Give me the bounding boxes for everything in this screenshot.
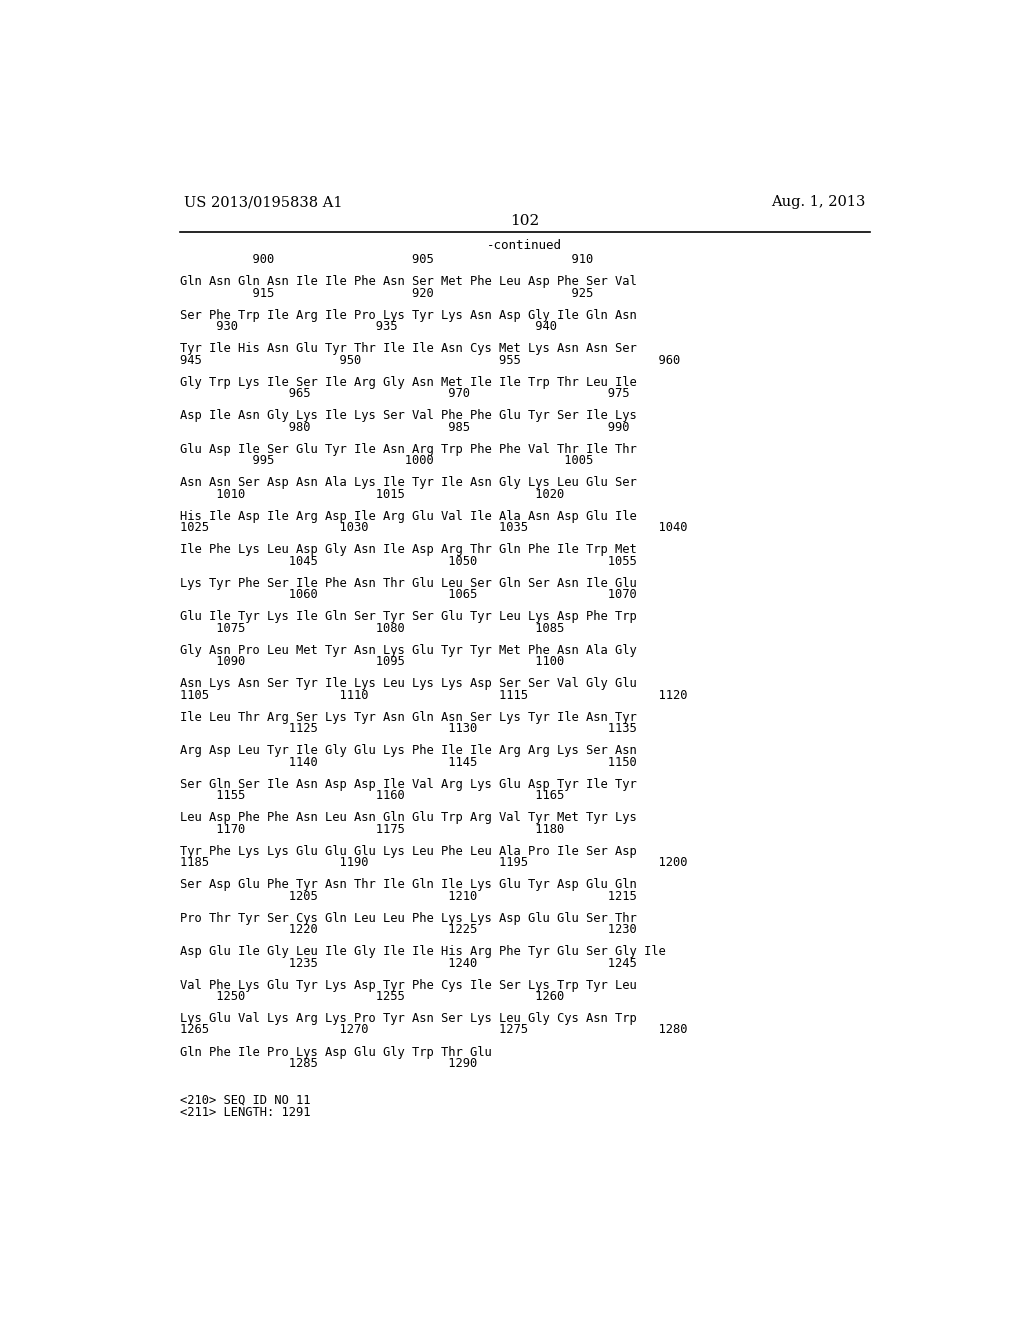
Text: Ser Asp Glu Phe Tyr Asn Thr Ile Gln Ile Lys Glu Tyr Asp Glu Gln: Ser Asp Glu Phe Tyr Asn Thr Ile Gln Ile … [180, 878, 637, 891]
Text: Aug. 1, 2013: Aug. 1, 2013 [771, 195, 866, 210]
Text: Asp Glu Ile Gly Leu Ile Gly Ile Ile His Arg Phe Tyr Glu Ser Gly Ile: Asp Glu Ile Gly Leu Ile Gly Ile Ile His … [180, 945, 666, 958]
Text: Gly Trp Lys Ile Ser Ile Arg Gly Asn Met Ile Ile Trp Thr Leu Ile: Gly Trp Lys Ile Ser Ile Arg Gly Asn Met … [180, 376, 637, 389]
Text: Tyr Ile His Asn Glu Tyr Thr Ile Ile Asn Cys Met Lys Asn Asn Ser: Tyr Ile His Asn Glu Tyr Thr Ile Ile Asn … [180, 342, 637, 355]
Text: Lys Tyr Phe Ser Ile Phe Asn Thr Glu Leu Ser Gln Ser Asn Ile Glu: Lys Tyr Phe Ser Ile Phe Asn Thr Glu Leu … [180, 577, 637, 590]
Text: Glu Asp Ile Ser Glu Tyr Ile Asn Arg Trp Phe Phe Val Thr Ile Thr: Glu Asp Ile Ser Glu Tyr Ile Asn Arg Trp … [180, 444, 637, 455]
Text: 1265                  1270                  1275                  1280: 1265 1270 1275 1280 [180, 1023, 687, 1036]
Text: 1170                  1175                  1180: 1170 1175 1180 [180, 822, 564, 836]
Text: 1125                  1130                  1135: 1125 1130 1135 [180, 722, 637, 735]
Text: 1220                  1225                  1230: 1220 1225 1230 [180, 923, 637, 936]
Text: 1235                  1240                  1245: 1235 1240 1245 [180, 957, 637, 969]
Text: 965                   970                   975: 965 970 975 [180, 387, 630, 400]
Text: 915                   920                   925: 915 920 925 [180, 286, 593, 300]
Text: 1155                  1160                  1165: 1155 1160 1165 [180, 789, 564, 803]
Text: 1090                  1095                  1100: 1090 1095 1100 [180, 655, 564, 668]
Text: Gly Asn Pro Leu Met Tyr Asn Lys Glu Tyr Tyr Met Phe Asn Ala Gly: Gly Asn Pro Leu Met Tyr Asn Lys Glu Tyr … [180, 644, 637, 657]
Text: <211> LENGTH: 1291: <211> LENGTH: 1291 [180, 1106, 310, 1118]
Text: 995                  1000                  1005: 995 1000 1005 [180, 454, 593, 467]
Text: <210> SEQ ID NO 11: <210> SEQ ID NO 11 [180, 1094, 310, 1107]
Text: Ile Phe Lys Leu Asp Gly Asn Ile Asp Arg Thr Gln Phe Ile Trp Met: Ile Phe Lys Leu Asp Gly Asn Ile Asp Arg … [180, 544, 637, 557]
Text: Asp Ile Asn Gly Lys Ile Lys Ser Val Phe Phe Glu Tyr Ser Ile Lys: Asp Ile Asn Gly Lys Ile Lys Ser Val Phe … [180, 409, 637, 422]
Text: Asn Asn Ser Asp Asn Ala Lys Ile Tyr Ile Asn Gly Lys Leu Glu Ser: Asn Asn Ser Asp Asn Ala Lys Ile Tyr Ile … [180, 477, 637, 490]
Text: Asn Lys Asn Ser Tyr Ile Lys Leu Lys Lys Asp Ser Ser Val Gly Glu: Asn Lys Asn Ser Tyr Ile Lys Leu Lys Lys … [180, 677, 637, 690]
Text: 1075                  1080                  1085: 1075 1080 1085 [180, 622, 564, 635]
Text: 1285                  1290: 1285 1290 [180, 1057, 477, 1071]
Text: 1025                  1030                  1035                  1040: 1025 1030 1035 1040 [180, 521, 687, 535]
Text: 102: 102 [510, 214, 540, 228]
Text: Glu Ile Tyr Lys Ile Gln Ser Tyr Ser Glu Tyr Leu Lys Asp Phe Trp: Glu Ile Tyr Lys Ile Gln Ser Tyr Ser Glu … [180, 610, 637, 623]
Text: Gln Asn Gln Asn Ile Ile Phe Asn Ser Met Phe Leu Asp Phe Ser Val: Gln Asn Gln Asn Ile Ile Phe Asn Ser Met … [180, 276, 637, 289]
Text: 930                   935                   940: 930 935 940 [180, 321, 557, 333]
Text: Val Phe Lys Glu Tyr Lys Asp Tyr Phe Cys Ile Ser Lys Trp Tyr Leu: Val Phe Lys Glu Tyr Lys Asp Tyr Phe Cys … [180, 979, 637, 991]
Text: Lys Glu Val Lys Arg Lys Pro Tyr Asn Ser Lys Leu Gly Cys Asn Trp: Lys Glu Val Lys Arg Lys Pro Tyr Asn Ser … [180, 1012, 637, 1026]
Text: 1105                  1110                  1115                  1120: 1105 1110 1115 1120 [180, 689, 687, 701]
Text: Arg Asp Leu Tyr Ile Gly Glu Lys Phe Ile Ile Arg Arg Lys Ser Asn: Arg Asp Leu Tyr Ile Gly Glu Lys Phe Ile … [180, 744, 637, 758]
Text: Ser Gln Ser Ile Asn Asp Asp Ile Val Arg Lys Glu Asp Tyr Ile Tyr: Ser Gln Ser Ile Asn Asp Asp Ile Val Arg … [180, 777, 637, 791]
Text: 1205                  1210                  1215: 1205 1210 1215 [180, 890, 637, 903]
Text: Pro Thr Tyr Ser Cys Gln Leu Leu Phe Lys Lys Asp Glu Glu Ser Thr: Pro Thr Tyr Ser Cys Gln Leu Leu Phe Lys … [180, 912, 637, 925]
Text: Ile Leu Thr Arg Ser Lys Tyr Asn Gln Asn Ser Lys Tyr Ile Asn Tyr: Ile Leu Thr Arg Ser Lys Tyr Asn Gln Asn … [180, 711, 637, 723]
Text: 980                   985                   990: 980 985 990 [180, 421, 630, 433]
Text: 1250                  1255                  1260: 1250 1255 1260 [180, 990, 564, 1003]
Text: 1185                  1190                  1195                  1200: 1185 1190 1195 1200 [180, 857, 687, 869]
Text: Leu Asp Phe Phe Asn Leu Asn Gln Glu Trp Arg Val Tyr Met Tyr Lys: Leu Asp Phe Phe Asn Leu Asn Gln Glu Trp … [180, 812, 637, 825]
Text: Ser Phe Trp Ile Arg Ile Pro Lys Tyr Lys Asn Asp Gly Ile Gln Asn: Ser Phe Trp Ile Arg Ile Pro Lys Tyr Lys … [180, 309, 637, 322]
Text: 945                   950                   955                   960: 945 950 955 960 [180, 354, 680, 367]
Text: His Ile Asp Ile Arg Asp Ile Arg Glu Val Ile Ala Asn Asp Glu Ile: His Ile Asp Ile Arg Asp Ile Arg Glu Val … [180, 510, 637, 523]
Text: 1010                  1015                  1020: 1010 1015 1020 [180, 487, 564, 500]
Text: 1045                  1050                  1055: 1045 1050 1055 [180, 554, 637, 568]
Text: 1060                  1065                  1070: 1060 1065 1070 [180, 589, 637, 601]
Text: -continued: -continued [487, 239, 562, 252]
Text: 1140                  1145                  1150: 1140 1145 1150 [180, 755, 637, 768]
Text: Gln Phe Ile Pro Lys Asp Glu Gly Trp Thr Glu: Gln Phe Ile Pro Lys Asp Glu Gly Trp Thr … [180, 1045, 492, 1059]
Text: Tyr Phe Lys Lys Glu Glu Glu Lys Leu Phe Leu Ala Pro Ile Ser Asp: Tyr Phe Lys Lys Glu Glu Glu Lys Leu Phe … [180, 845, 637, 858]
Text: US 2013/0195838 A1: US 2013/0195838 A1 [183, 195, 342, 210]
Text: 900                   905                   910: 900 905 910 [180, 253, 593, 267]
